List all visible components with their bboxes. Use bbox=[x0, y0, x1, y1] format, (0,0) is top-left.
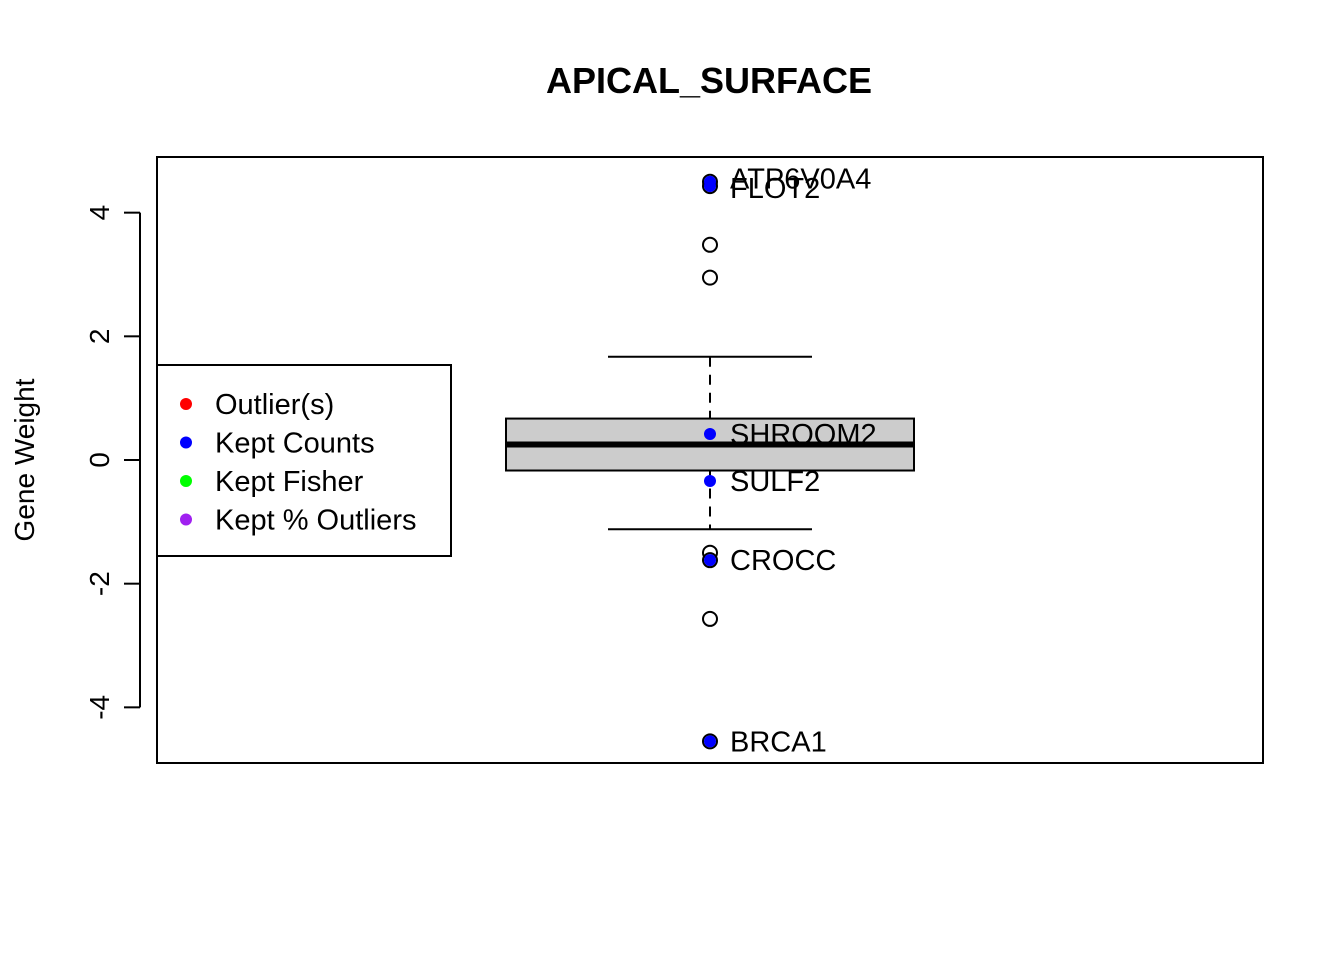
legend-marker bbox=[180, 436, 192, 449]
legend-label: Kept % Outliers bbox=[215, 505, 416, 537]
gene-label: SULF2 bbox=[730, 466, 820, 498]
outlier-point bbox=[702, 269, 718, 286]
y-axis-label: Gene Weight bbox=[9, 378, 40, 541]
outlier-point bbox=[702, 733, 718, 750]
outlier-point bbox=[702, 236, 718, 253]
gene-label: ATP6V0A4 bbox=[730, 164, 871, 196]
y-tick-label: -4 bbox=[84, 695, 115, 720]
highlighted-point bbox=[704, 735, 716, 748]
legend-marker bbox=[180, 513, 192, 526]
legend-label: Kept Fisher bbox=[215, 466, 364, 498]
y-tick-label: 0 bbox=[84, 452, 115, 468]
gene-label: CROCC bbox=[730, 545, 836, 577]
legend-box bbox=[156, 364, 452, 557]
boxplot bbox=[505, 355, 915, 531]
legend-marker bbox=[180, 475, 192, 487]
highlighted-point bbox=[704, 180, 716, 193]
highlighted-point bbox=[704, 428, 716, 441]
legend-label: Kept Counts bbox=[215, 428, 375, 460]
y-tick-label: 4 bbox=[84, 205, 115, 221]
gene-label: BRCA1 bbox=[730, 726, 827, 758]
y-tick-label: -2 bbox=[84, 571, 115, 596]
gene-label: FLOT2 bbox=[730, 173, 820, 205]
chart-title: APICAL_SURFACE bbox=[546, 60, 872, 101]
outlier-point bbox=[702, 552, 718, 569]
legend-label: Outlier(s) bbox=[215, 389, 334, 421]
legend: Outlier(s) Kept Counts Kept Fisher Kept % O… bbox=[156, 364, 452, 557]
gene-label: SHROOM2 bbox=[730, 419, 877, 451]
y-axis: -4 -2 0 2 4 bbox=[84, 205, 141, 720]
highlighted-point bbox=[704, 475, 716, 488]
y-tick-label: 2 bbox=[84, 329, 115, 345]
legend-marker bbox=[180, 398, 192, 410]
outlier-point bbox=[702, 610, 718, 627]
highlighted-point bbox=[704, 554, 716, 567]
